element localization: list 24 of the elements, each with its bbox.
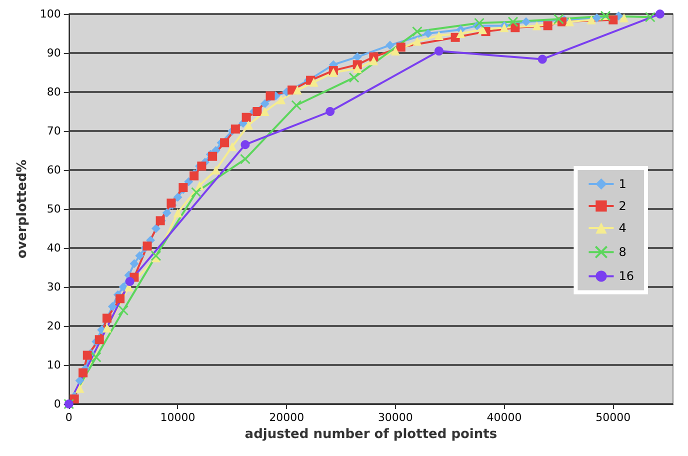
- x-tick-label: 20000: [269, 411, 304, 424]
- legend-label: 1: [618, 177, 626, 191]
- y-tick-label: 0: [54, 398, 61, 410]
- x-tick-label: 0: [65, 411, 72, 424]
- legend-label: 4: [618, 221, 626, 235]
- y-tick-label: 10: [46, 358, 61, 372]
- y-tick-label: 20: [46, 320, 61, 332]
- x-tick-label: 30000: [378, 411, 413, 424]
- legend-label: 16: [618, 269, 634, 284]
- legend-label: 2: [618, 199, 626, 213]
- y-tick-label: 80: [46, 86, 61, 98]
- x-tick-label: 10000: [160, 411, 196, 424]
- legend-label: 8: [618, 245, 626, 260]
- y-tick-label: 40: [46, 242, 61, 254]
- x-tick-label: 50000: [596, 411, 631, 424]
- x-axis-title: adjusted number of plotted points: [244, 427, 498, 442]
- y-tick-label: 90: [46, 46, 61, 60]
- y-tick-label: 70: [46, 124, 61, 138]
- x-tick-label: 40000: [486, 411, 522, 424]
- y-tick-label: 30: [46, 280, 61, 294]
- y-tick-label: 100: [40, 8, 61, 20]
- y-tick-label: 60: [46, 164, 61, 176]
- y-axis-title: overplotted%: [15, 160, 30, 258]
- y-tick-label: 50: [46, 202, 61, 216]
